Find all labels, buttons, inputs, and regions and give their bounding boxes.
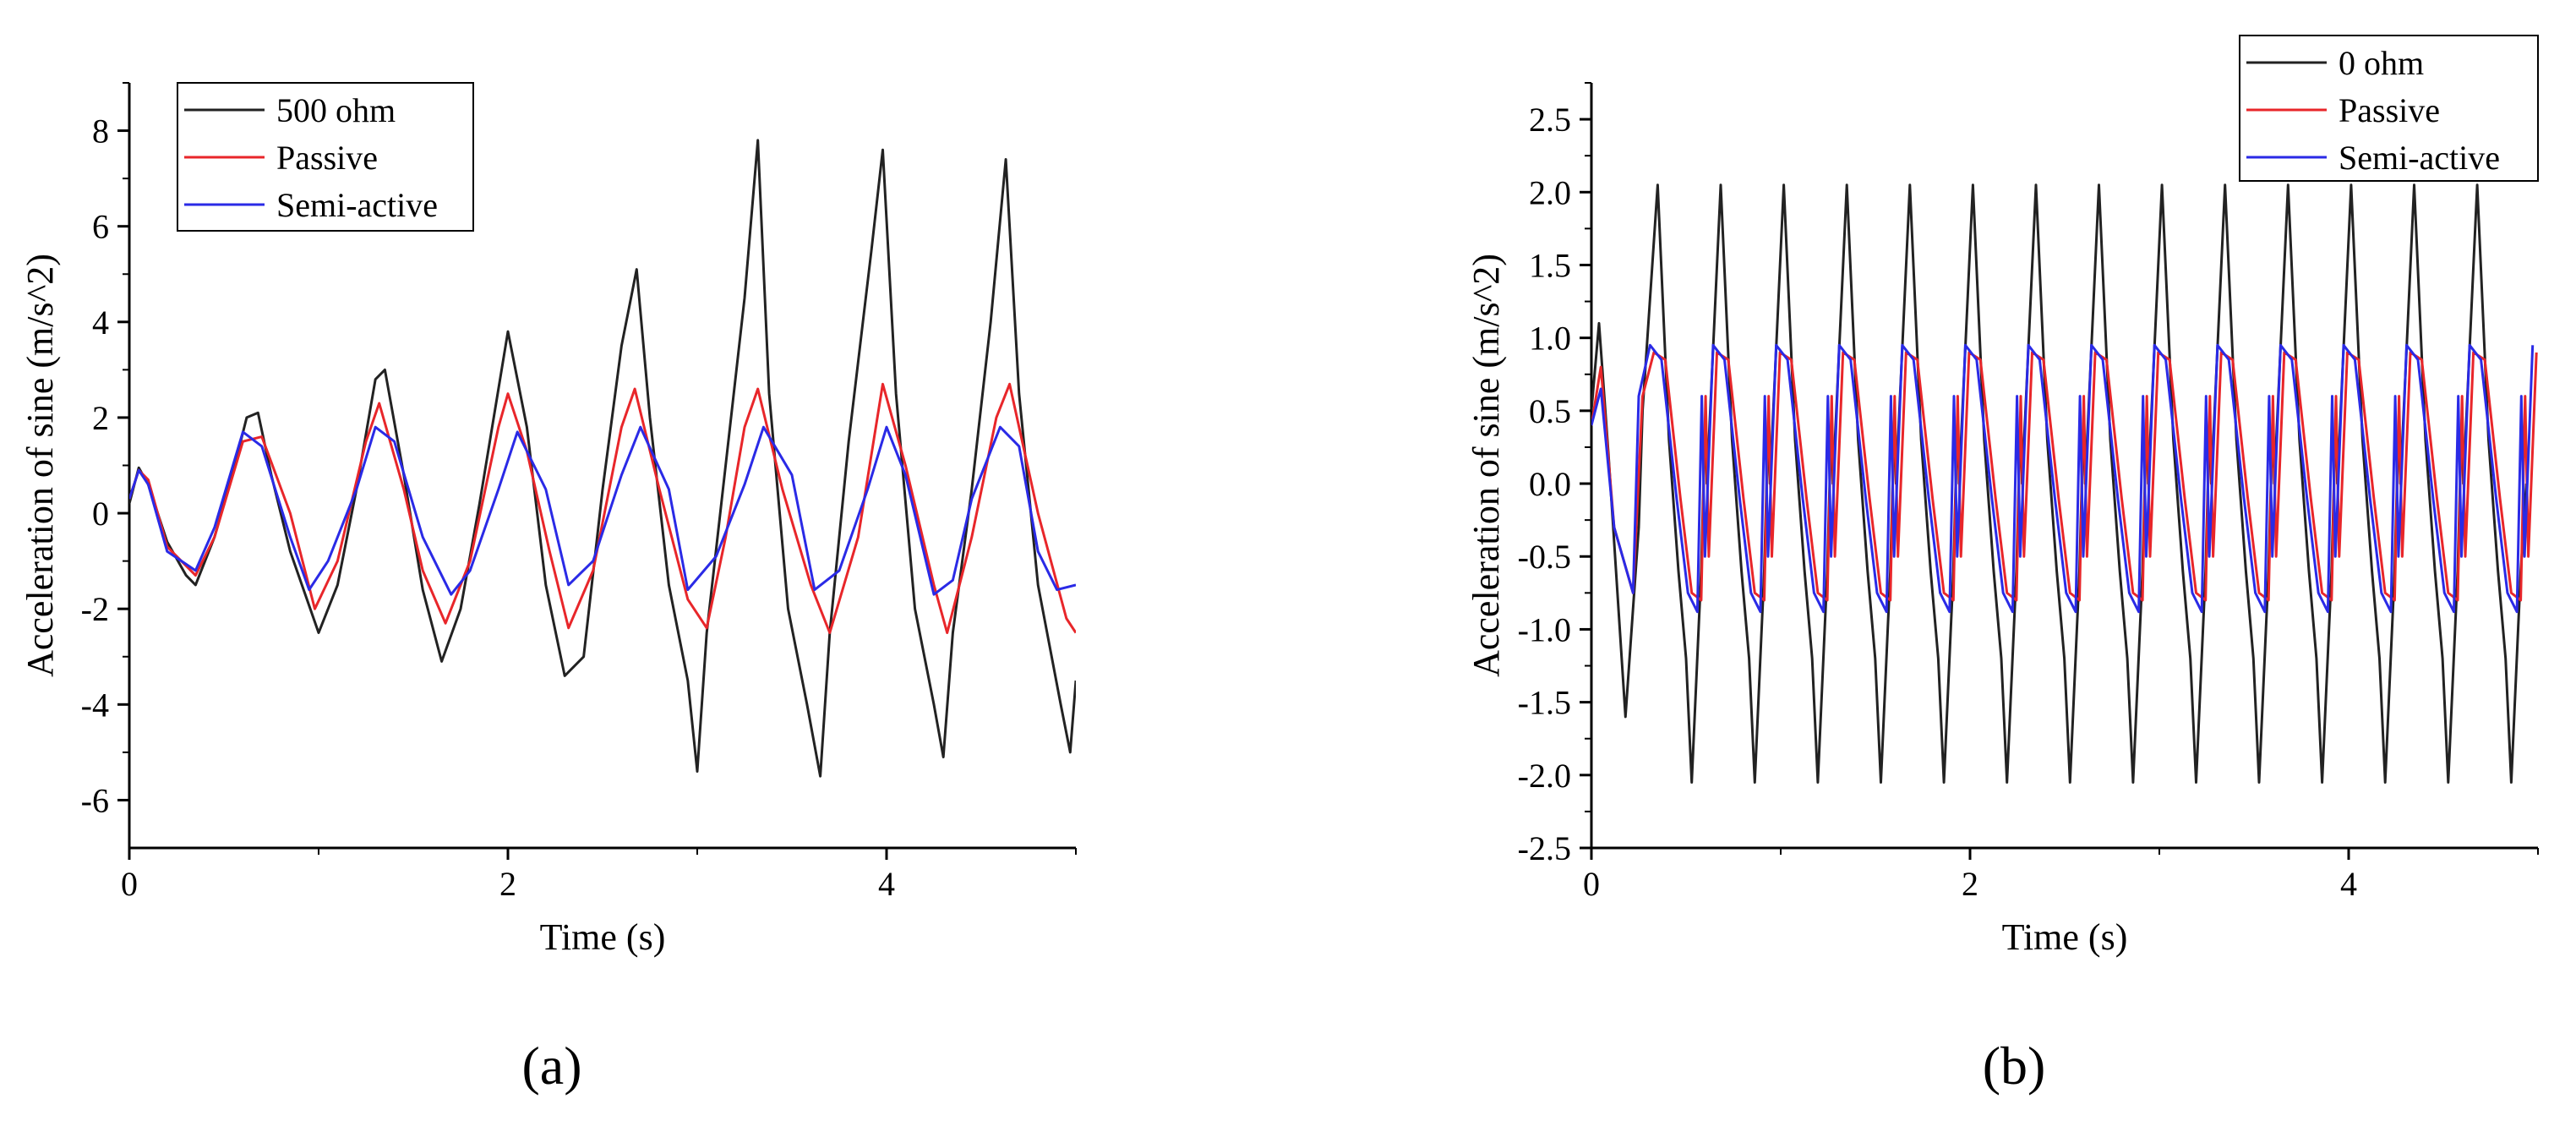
y-tick-label: -6 bbox=[81, 781, 109, 819]
panel-label: (b) bbox=[1983, 1036, 2046, 1096]
x-tick-label: 2 bbox=[499, 865, 516, 903]
legend-label: 500 ohm bbox=[276, 91, 396, 129]
y-tick-label: -2 bbox=[81, 590, 109, 628]
y-tick-label: 0.5 bbox=[1529, 392, 1571, 430]
x-tick-label: 4 bbox=[2340, 865, 2357, 903]
legend-label: 0 ohm bbox=[2339, 44, 2424, 82]
y-tick-label: 4 bbox=[92, 304, 109, 342]
x-tick-label: 2 bbox=[1962, 865, 1978, 903]
legend-label: Passive bbox=[2339, 91, 2440, 129]
x-axis-label: Time (s) bbox=[2002, 916, 2128, 958]
y-tick-label: 2.0 bbox=[1529, 173, 1571, 211]
y-tick-label: 6 bbox=[92, 208, 109, 246]
y-tick-label: -4 bbox=[81, 686, 109, 724]
legend-label: Semi-active bbox=[276, 186, 438, 224]
plot-area bbox=[1591, 183, 2538, 784]
legend-label: Semi-active bbox=[2339, 139, 2500, 177]
y-axis-label: Acceleration of sine (m/s^2) bbox=[1465, 254, 1507, 677]
legend: 0 ohm Passive Semi-active bbox=[2239, 35, 2539, 182]
y-tick-label: -2.5 bbox=[1518, 829, 1571, 867]
y-tick-label: -2.0 bbox=[1518, 757, 1571, 795]
y-tick-label: 1.0 bbox=[1529, 320, 1571, 358]
x-axis-label: Time (s) bbox=[540, 916, 666, 958]
legend: 500 ohm Passive Semi-active bbox=[177, 82, 474, 232]
y-tick-label: -1.0 bbox=[1518, 610, 1571, 648]
panel-label: (a) bbox=[521, 1036, 581, 1096]
series-line-0-ohm bbox=[1591, 183, 2528, 784]
y-tick-label: 8 bbox=[92, 112, 109, 150]
y-axis-label: Acceleration of sine (m/s^2) bbox=[19, 254, 61, 677]
y-tick-label: 2.5 bbox=[1529, 101, 1571, 139]
series-line-semi-active bbox=[1591, 343, 2535, 614]
legend-label: Passive bbox=[276, 139, 378, 177]
y-tick-label: -0.5 bbox=[1518, 538, 1571, 576]
y-tick-label: 2 bbox=[92, 399, 109, 437]
plot-area bbox=[129, 139, 1076, 778]
x-tick-label: 4 bbox=[878, 865, 895, 903]
chart-panel-a: -6 -4 -2 0 2 4 6 8 0 2 4 Time (s) Acceleration of si… bbox=[19, 82, 1077, 1096]
y-tick-label: 1.5 bbox=[1529, 246, 1571, 284]
y-tick-label: -1.5 bbox=[1518, 684, 1571, 722]
y-tick-label: 0.0 bbox=[1529, 465, 1571, 503]
series-line-500-ohm bbox=[129, 139, 1076, 778]
y-tick-label: 0 bbox=[92, 495, 109, 533]
chart-panel-b: -2.5 -2.0 -1.5 -1.0 -0.5 0.0 0.5 1.0 1.5 2.0 2.5 0 2… bbox=[1465, 35, 2539, 1096]
series-line-passive bbox=[129, 382, 1076, 634]
x-tick-label: 0 bbox=[1583, 865, 1600, 903]
x-tick-label: 0 bbox=[121, 865, 138, 903]
series-line-semi-active bbox=[129, 425, 1076, 596]
